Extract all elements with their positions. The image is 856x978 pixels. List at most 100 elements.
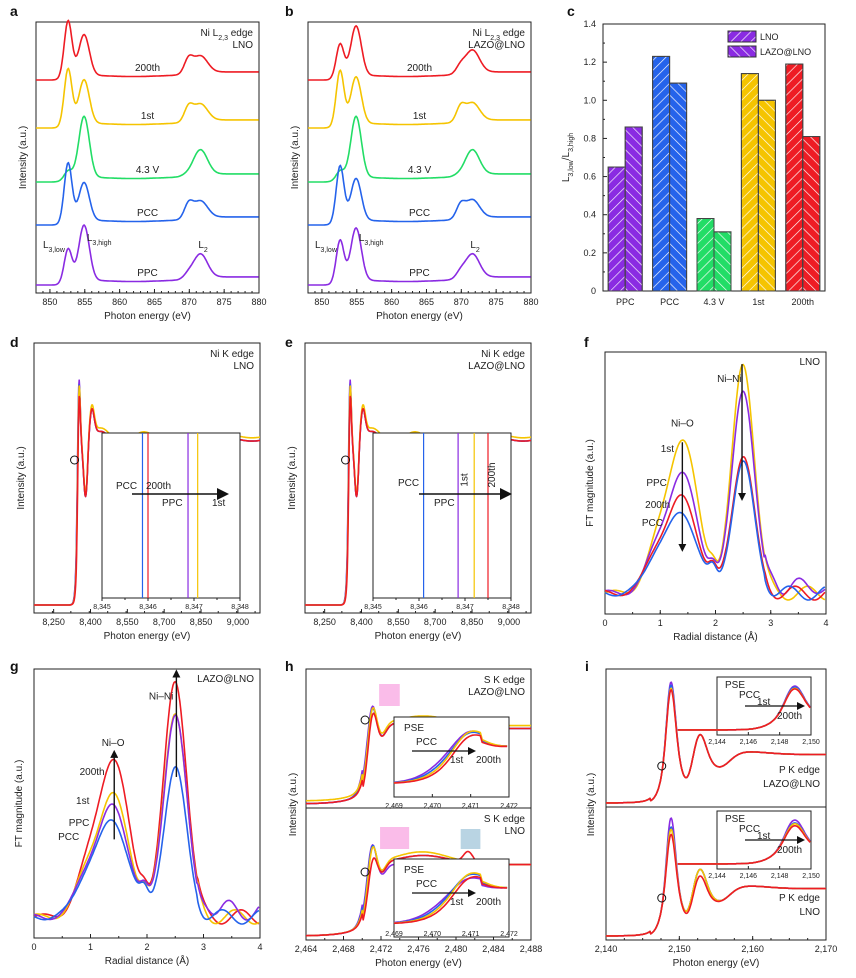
x-tick-label: 8,850 xyxy=(461,617,484,627)
label-L3-high: L3,high xyxy=(359,233,384,247)
y-tick-label: 1.4 xyxy=(583,19,596,29)
inset-label-200th: 200th xyxy=(146,481,171,492)
x-tick-label: 2 xyxy=(144,942,149,952)
legend-swatch-hatch xyxy=(727,45,757,58)
x-tick-label: 2,468 xyxy=(332,944,355,954)
x-tick-label: PPC xyxy=(616,297,635,307)
inset-frame xyxy=(101,432,241,599)
edge-title: S K edge xyxy=(484,675,526,686)
axes-frame xyxy=(33,668,261,939)
inset-curve-200th xyxy=(677,688,811,731)
inset-x-tick-label: 2,148 xyxy=(771,873,789,880)
spectrum-200th xyxy=(605,689,827,804)
series-label: PCC xyxy=(137,208,158,219)
spectrum-PCC xyxy=(36,161,259,226)
series-label: 200th xyxy=(407,63,432,74)
x-axis-label: Radial distance (Å) xyxy=(673,630,757,643)
panel-d: 8,250 8,400 8,550 8,700 8,850 9,000 Photon ene… xyxy=(16,342,261,642)
inset-curve-200th xyxy=(677,824,811,865)
panel-letter-c: c xyxy=(567,3,575,19)
x-tick-label: 8,700 xyxy=(153,617,176,627)
series-label-1st: 1st xyxy=(661,444,675,455)
inset-x-tick-label: 8,345 xyxy=(364,604,382,611)
y-axis-label: Intensity (a.u.) xyxy=(288,773,299,836)
panel-letter-h: h xyxy=(285,658,294,674)
edge-title: Ni L2,3 edge xyxy=(200,28,253,42)
series-label: 1st xyxy=(141,111,155,122)
inset-label-PSE: PSE xyxy=(725,814,745,825)
x-axis-label: Photon energy (eV) xyxy=(376,311,463,322)
label-L3-high: L3,high xyxy=(87,233,112,247)
x-tick-label: 870 xyxy=(454,297,469,307)
panel-letter-g: g xyxy=(10,658,19,674)
edge-marker-circle xyxy=(341,455,351,465)
x-tick-label: 3 xyxy=(768,618,773,628)
ft-curve-200th xyxy=(604,455,826,601)
inset-label-PSE: PSE xyxy=(404,723,424,734)
spectrum-PPC xyxy=(36,224,259,286)
series-label-PPC: PPC xyxy=(646,478,667,489)
x-axis-label: Photon energy (eV) xyxy=(375,631,462,642)
spectrum-PPC xyxy=(308,227,531,286)
inset-label-PCC: PCC xyxy=(416,879,437,890)
x-tick-label: 3 xyxy=(201,942,206,952)
panel-b: 850 855 860 865 870 875 880 Photon energy (eV) I… xyxy=(290,21,539,322)
inset-x-tick-label: 8,348 xyxy=(231,604,249,611)
bar-hatch xyxy=(785,63,804,292)
inset-label-200th: 200th xyxy=(476,755,501,766)
bar-hatch xyxy=(624,126,643,292)
x-tick-label: 8,250 xyxy=(313,617,336,627)
panel-f: 0 1 2 3 4 Radial distance (Å) FT magnitude (a.… xyxy=(585,351,829,643)
inset-label-1st: 1st xyxy=(459,473,470,487)
axes-frame xyxy=(604,351,827,615)
x-tick-label: 9,000 xyxy=(227,617,250,627)
x-tick-label: 2,464 xyxy=(295,944,318,954)
x-tick-label: 2,472 xyxy=(370,944,393,954)
panel-letter-a: a xyxy=(10,3,18,19)
x-tick-label: 0 xyxy=(602,618,607,628)
panel-a: 850 855 860 865 870 875 880 Photon energy (eV) I… xyxy=(18,19,267,322)
series-label: 4.3 V xyxy=(136,165,160,176)
spectrum-200th xyxy=(36,19,259,81)
sample-label: LAZO@LNO xyxy=(468,687,525,698)
ft-curve-PPC xyxy=(33,714,260,921)
edge-title: P K edge xyxy=(779,893,820,904)
bar-hatch xyxy=(740,73,759,292)
inset-label-1st: 1st xyxy=(757,697,771,708)
sample-label: LNO xyxy=(233,361,254,372)
x-tick-label: 2,484 xyxy=(482,944,505,954)
inset-label-PSE: PSE xyxy=(725,680,745,691)
edge-marker-circle xyxy=(360,715,370,725)
x-tick-label: 8,550 xyxy=(116,617,139,627)
inset-label-1st: 1st xyxy=(212,498,226,509)
highlight-region xyxy=(379,684,400,706)
label-L2: L2 xyxy=(198,240,208,254)
ft-curve-PCC xyxy=(604,460,826,601)
edge-title: P K edge xyxy=(779,765,820,776)
edge-marker-circle xyxy=(70,455,80,465)
series-label-200th: 200th xyxy=(645,500,670,511)
y-axis-label: Intensity (a.u.) xyxy=(586,773,597,836)
sample-label: LNO xyxy=(504,826,525,837)
bar-hatch xyxy=(696,218,715,292)
x-tick-label: 2,150 xyxy=(668,944,691,954)
inset-x-tick-label: 2,144 xyxy=(708,873,726,880)
series-label-PCC: PCC xyxy=(642,518,663,529)
x-tick-label: 860 xyxy=(384,297,399,307)
x-tick-label: PCC xyxy=(660,297,680,307)
inset-curve-200th xyxy=(393,734,508,784)
panel-letter-e: e xyxy=(285,334,293,350)
series-label-PCC: PCC xyxy=(58,832,79,843)
x-axis-label: Photon energy (eV) xyxy=(104,311,191,322)
panel-letter-f: f xyxy=(584,334,589,350)
x-tick-label: 875 xyxy=(489,297,504,307)
inset-label-PCC: PCC xyxy=(398,478,419,489)
panel-c: 0 0.2 0.4 0.6 0.8 1.0 1.2 1.4 L3,low/L3,high PPC P… xyxy=(561,19,826,307)
inset-label-200th: 200th xyxy=(777,711,802,722)
edge-title: S K edge xyxy=(484,814,526,825)
x-tick-label: 875 xyxy=(217,297,232,307)
x-axis-label: Photon energy (eV) xyxy=(375,958,462,969)
label-Ni-O: Ni–O xyxy=(102,738,125,749)
legend-label: LAZO@LNO xyxy=(760,47,811,57)
